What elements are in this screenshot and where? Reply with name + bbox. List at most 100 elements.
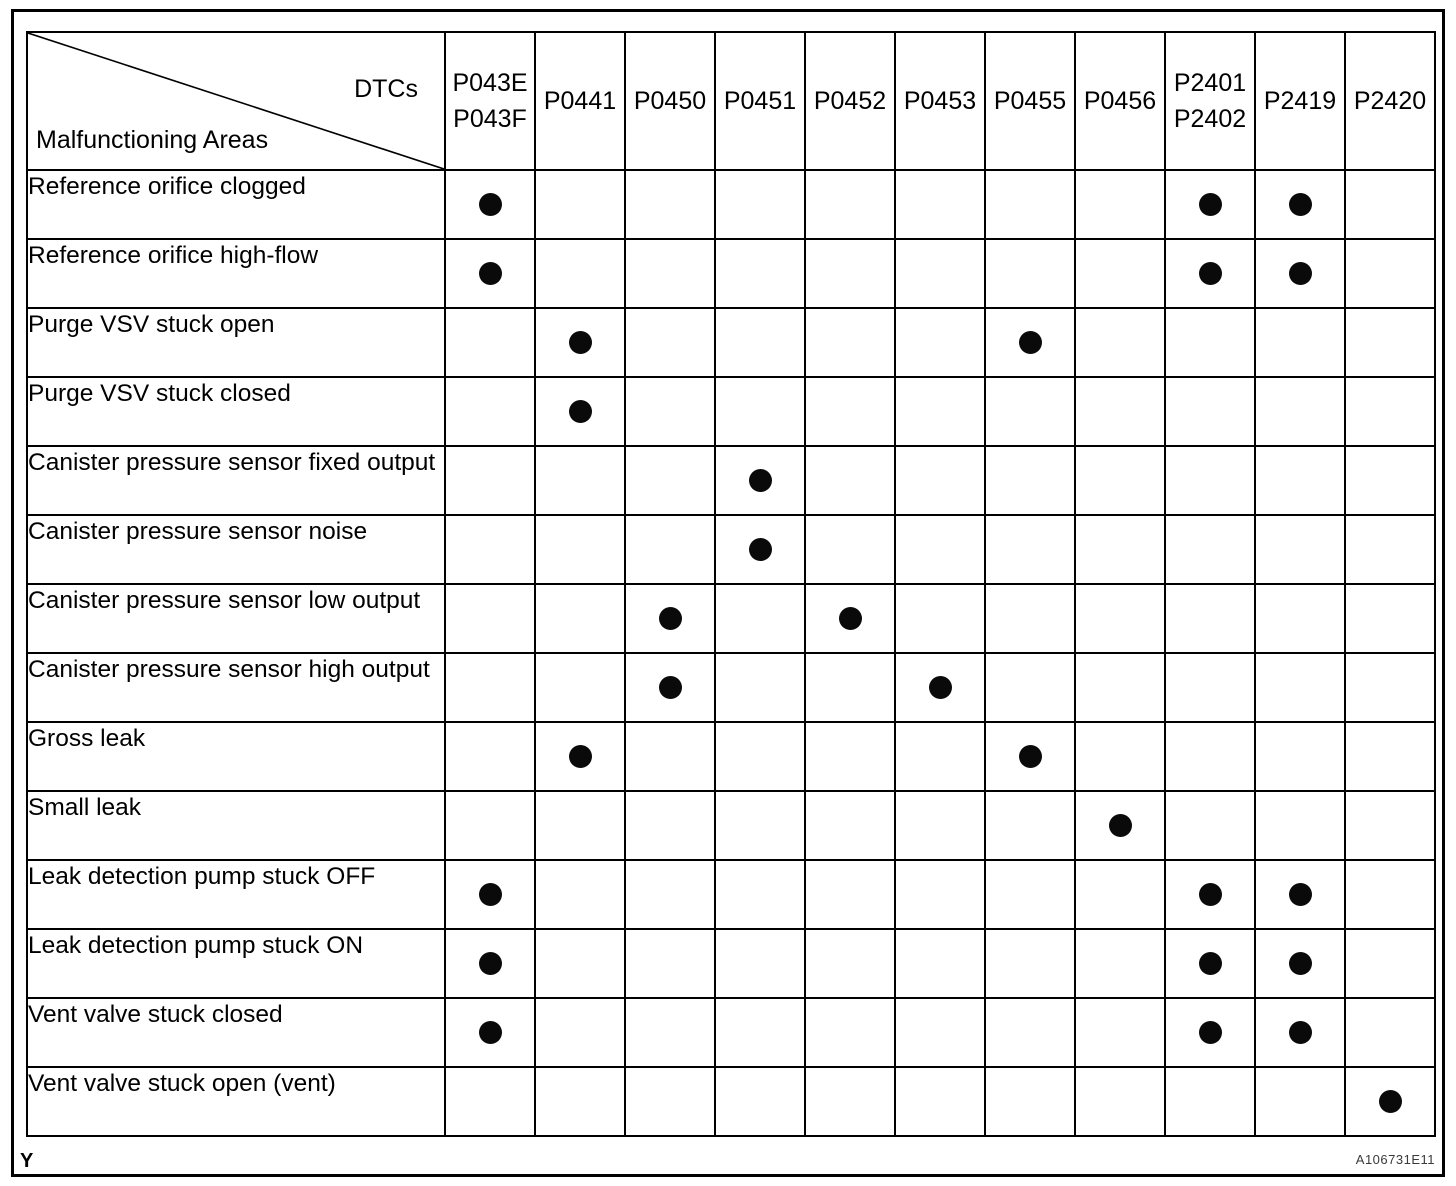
matrix-cell [1254, 445, 1346, 516]
dot-marker [1288, 262, 1312, 285]
matrix-cell [624, 859, 716, 930]
matrix-cell [714, 928, 806, 999]
column-header-p0451: P0451 [714, 31, 806, 171]
corner-header-cell: DTCs Malfunctioning Areas [26, 31, 446, 171]
matrix-cell [1164, 1066, 1256, 1137]
dot-marker [478, 1021, 502, 1044]
matrix-cell [624, 790, 716, 861]
matrix-cell [1074, 1066, 1166, 1137]
matrix-cell [804, 445, 896, 516]
column-header-p0450: P0450 [624, 31, 716, 171]
dot-marker [1288, 883, 1312, 906]
matrix-cell [1164, 238, 1256, 309]
matrix-cell [1164, 307, 1256, 378]
dtc-matrix-table: DTCs Malfunctioning Areas P043E P043F P0441 P… [26, 31, 1436, 1137]
matrix-cell [444, 583, 536, 654]
matrix-cell [1074, 583, 1166, 654]
row-label: Canister pressure sensor noise [26, 514, 446, 585]
matrix-cell [804, 721, 896, 792]
dot-marker [568, 331, 592, 354]
dtc-code: P043E [452, 68, 528, 97]
row-label: Vent valve stuck open (vent) [26, 1066, 446, 1137]
matrix-cell [444, 859, 536, 930]
matrix-cell [1074, 652, 1166, 723]
matrix-cell [444, 238, 536, 309]
matrix-cell [624, 169, 716, 240]
matrix-cell [1074, 997, 1166, 1068]
row-label: Vent valve stuck closed [26, 997, 446, 1068]
matrix-cell [1254, 376, 1346, 447]
matrix-cell [534, 721, 626, 792]
matrix-cell [984, 790, 1076, 861]
matrix-cell [1254, 514, 1346, 585]
matrix-cell [624, 376, 716, 447]
matrix-cell [804, 583, 896, 654]
matrix-cell [1164, 169, 1256, 240]
matrix-cell [1344, 514, 1436, 585]
dtcs-axis-label: DTCs [354, 75, 418, 103]
matrix-cell [894, 445, 986, 516]
table-body: Reference orifice clogged Reference orifi… [26, 169, 1436, 1137]
diagram-frame: DTCs Malfunctioning Areas P043E P043F P0441 P… [11, 9, 1445, 1177]
matrix-cell [894, 307, 986, 378]
matrix-cell [624, 238, 716, 309]
matrix-cell [894, 790, 986, 861]
matrix-cell [1254, 928, 1346, 999]
matrix-cell [984, 721, 1076, 792]
matrix-cell [624, 652, 716, 723]
matrix-cell [534, 859, 626, 930]
table-row: Small leak [26, 790, 1436, 861]
matrix-cell [1344, 169, 1436, 240]
matrix-cell [534, 997, 626, 1068]
dot-marker [1018, 331, 1042, 354]
matrix-cell [1344, 652, 1436, 723]
matrix-cell [624, 583, 716, 654]
dot-marker [568, 400, 592, 423]
diagonal-divider-line [28, 33, 444, 169]
dot-marker [658, 607, 682, 630]
matrix-cell [984, 238, 1076, 309]
dot-marker [478, 262, 502, 285]
matrix-cell [1344, 1066, 1436, 1137]
matrix-cell [534, 307, 626, 378]
matrix-cell [444, 997, 536, 1068]
matrix-cell [894, 859, 986, 930]
matrix-cell [1344, 721, 1436, 792]
matrix-cell [714, 169, 806, 240]
matrix-cell [444, 721, 536, 792]
matrix-cell [714, 859, 806, 930]
matrix-cell [894, 169, 986, 240]
dot-marker [928, 676, 952, 699]
table-row: Canister pressure sensor fixed output [26, 445, 1436, 516]
dtc-code: P0453 [903, 86, 977, 115]
matrix-cell [534, 376, 626, 447]
dot-marker [1108, 814, 1132, 837]
matrix-cell [804, 376, 896, 447]
table-row: Reference orifice clogged [26, 169, 1436, 240]
matrix-cell [984, 445, 1076, 516]
matrix-cell [1164, 790, 1256, 861]
matrix-cell [1344, 445, 1436, 516]
dtc-code: P0450 [633, 86, 707, 115]
table-row: Canister pressure sensor noise [26, 514, 1436, 585]
matrix-cell [714, 307, 806, 378]
matrix-cell [624, 997, 716, 1068]
dot-marker [838, 607, 862, 630]
matrix-cell [714, 238, 806, 309]
matrix-cell [894, 928, 986, 999]
matrix-cell [1254, 307, 1346, 378]
dot-marker [1288, 1021, 1312, 1044]
matrix-cell [444, 514, 536, 585]
matrix-cell [984, 307, 1076, 378]
matrix-cell [714, 514, 806, 585]
matrix-cell [804, 928, 896, 999]
row-label: Purge VSV stuck open [26, 307, 446, 378]
matrix-cell [624, 514, 716, 585]
matrix-cell [984, 928, 1076, 999]
row-label: Gross leak [26, 721, 446, 792]
matrix-cell [624, 928, 716, 999]
matrix-cell [1074, 790, 1166, 861]
matrix-cell [534, 1066, 626, 1137]
matrix-cell [804, 307, 896, 378]
row-label: Leak detection pump stuck ON [26, 928, 446, 999]
